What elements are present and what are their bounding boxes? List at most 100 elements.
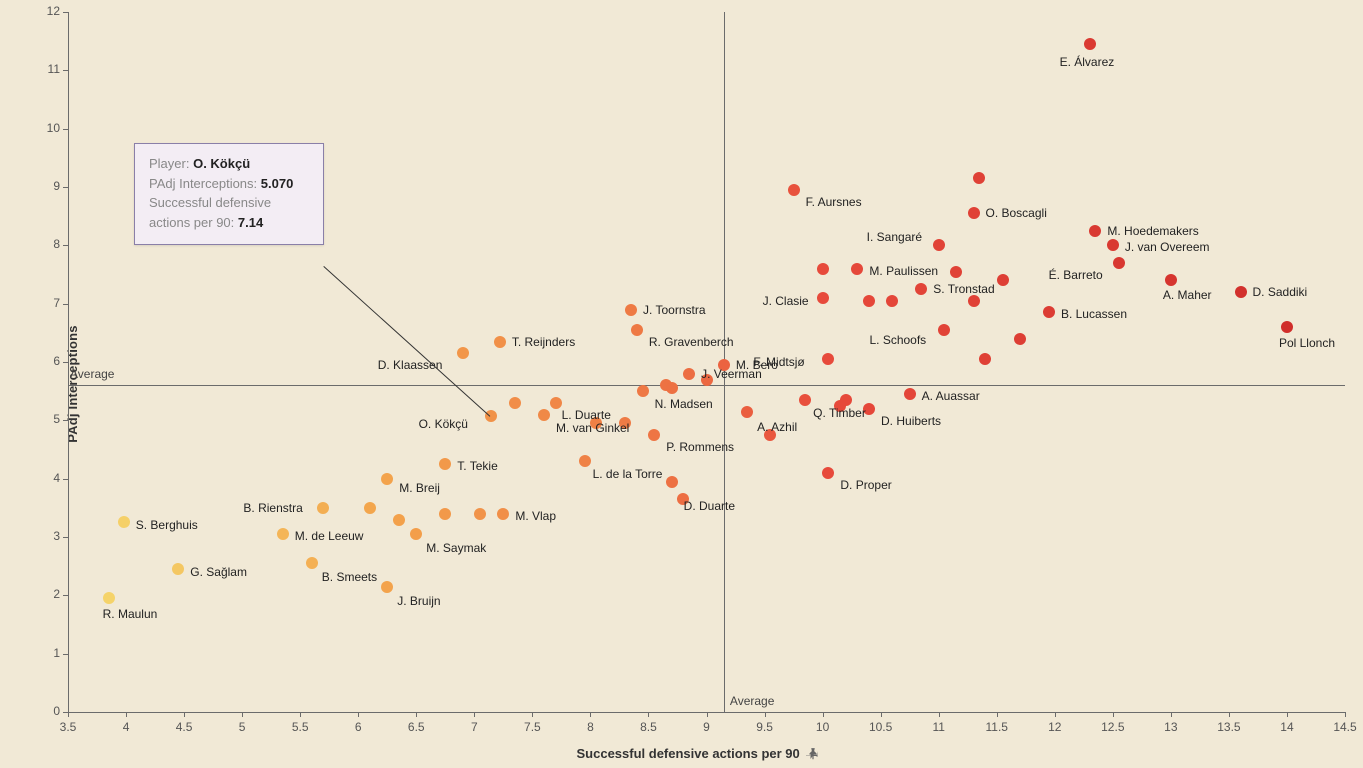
x-tick: 10.5 [869, 720, 892, 734]
data-point[interactable] [172, 563, 184, 575]
data-point[interactable] [439, 458, 451, 470]
player-tooltip: Player: O. KökçüPAdj Interceptions: 5.07… [134, 143, 324, 245]
data-point[interactable] [103, 592, 115, 604]
data-point[interactable] [950, 266, 962, 278]
data-point[interactable] [979, 353, 991, 365]
x-tick: 8 [587, 720, 594, 734]
data-point[interactable] [677, 493, 689, 505]
avg-x-label: Average [730, 694, 774, 708]
data-point-label: B. Lucassen [1061, 307, 1127, 321]
data-point[interactable] [863, 295, 875, 307]
y-tick: 3 [53, 529, 60, 543]
data-point[interactable] [1113, 257, 1125, 269]
data-point[interactable] [817, 292, 829, 304]
data-point[interactable] [410, 528, 422, 540]
data-point[interactable] [509, 397, 521, 409]
x-tick: 9 [703, 720, 710, 734]
x-tick: 6.5 [408, 720, 425, 734]
data-point[interactable] [764, 429, 776, 441]
data-point[interactable] [851, 263, 863, 275]
data-point[interactable] [840, 394, 852, 406]
data-point-label: L. Duarte [562, 408, 611, 422]
data-point[interactable] [1043, 306, 1055, 318]
data-point[interactable] [817, 263, 829, 275]
data-point[interactable] [550, 397, 562, 409]
data-point[interactable] [701, 374, 713, 386]
data-point[interactable] [538, 409, 550, 421]
x-tick: 5.5 [292, 720, 309, 734]
data-point-label: L. Schoofs [869, 333, 926, 347]
data-point[interactable] [915, 283, 927, 295]
data-point[interactable] [968, 207, 980, 219]
data-point[interactable] [997, 274, 1009, 286]
y-tick: 2 [53, 587, 60, 601]
data-point[interactable] [666, 476, 678, 488]
data-point[interactable] [718, 359, 730, 371]
data-point[interactable] [863, 403, 875, 415]
data-point[interactable] [118, 516, 130, 528]
data-point-label: J. van Overeem [1125, 240, 1210, 254]
data-point[interactable] [1107, 239, 1119, 251]
data-point[interactable] [1165, 274, 1177, 286]
data-point[interactable] [474, 508, 486, 520]
y-tick: 11 [48, 62, 60, 76]
data-point[interactable] [1014, 333, 1026, 345]
data-point[interactable] [1084, 38, 1096, 50]
data-point[interactable] [439, 508, 451, 520]
data-point[interactable] [494, 336, 506, 348]
data-point[interactable] [497, 508, 509, 520]
data-point[interactable] [637, 385, 649, 397]
data-point[interactable] [683, 368, 695, 380]
data-point-label: S. Berghuis [136, 518, 198, 532]
data-point[interactable] [933, 239, 945, 251]
data-point[interactable] [666, 382, 678, 394]
data-point-label: B. Smeets [322, 570, 377, 584]
data-point[interactable] [457, 347, 469, 359]
data-point-label: M. Vlap [515, 509, 556, 523]
data-point[interactable] [364, 502, 376, 514]
data-point-label: J. Bruijn [397, 594, 440, 608]
data-point[interactable] [822, 353, 834, 365]
data-point[interactable] [631, 324, 643, 336]
data-point[interactable] [1235, 286, 1247, 298]
data-point[interactable] [590, 417, 602, 429]
y-tick: 7 [53, 296, 60, 310]
x-tick: 11 [932, 720, 944, 734]
y-tick: 6 [53, 354, 60, 368]
x-tick: 4.5 [176, 720, 193, 734]
data-point[interactable] [741, 406, 753, 418]
data-point-label: Pol Llonch [1279, 336, 1335, 350]
data-point[interactable] [799, 394, 811, 406]
x-tick: 7.5 [524, 720, 541, 734]
data-point[interactable] [625, 304, 637, 316]
data-point[interactable] [886, 295, 898, 307]
x-tick: 12.5 [1101, 720, 1124, 734]
data-point[interactable] [306, 557, 318, 569]
data-point-label: D. Duarte [684, 499, 735, 513]
x-axis-label: Successful defensive actions per 90 [577, 746, 800, 761]
tooltip-row: PAdj Interceptions: 5.070 [149, 174, 309, 194]
data-point-label: A. Azhil [757, 420, 797, 434]
data-point[interactable] [968, 295, 980, 307]
data-point[interactable] [579, 455, 591, 467]
data-point[interactable] [381, 581, 393, 593]
data-point[interactable] [317, 502, 329, 514]
data-point[interactable] [619, 417, 631, 429]
data-point[interactable] [381, 473, 393, 485]
y-tick: 12 [47, 4, 60, 18]
data-point[interactable] [1089, 225, 1101, 237]
data-point[interactable] [904, 388, 916, 400]
scatter-chart: PAdj Interceptions Successful defensive … [0, 0, 1363, 768]
data-point[interactable] [648, 429, 660, 441]
data-point[interactable] [1281, 321, 1293, 333]
data-point[interactable] [973, 172, 985, 184]
data-point[interactable] [938, 324, 950, 336]
data-point[interactable] [393, 514, 405, 526]
data-point[interactable] [788, 184, 800, 196]
data-point[interactable] [822, 467, 834, 479]
x-tick: 11.5 [985, 720, 1007, 734]
data-point-label: M. Saymak [426, 541, 486, 555]
x-tick: 14 [1280, 720, 1293, 734]
data-point[interactable] [277, 528, 289, 540]
x-tick: 13.5 [1217, 720, 1240, 734]
